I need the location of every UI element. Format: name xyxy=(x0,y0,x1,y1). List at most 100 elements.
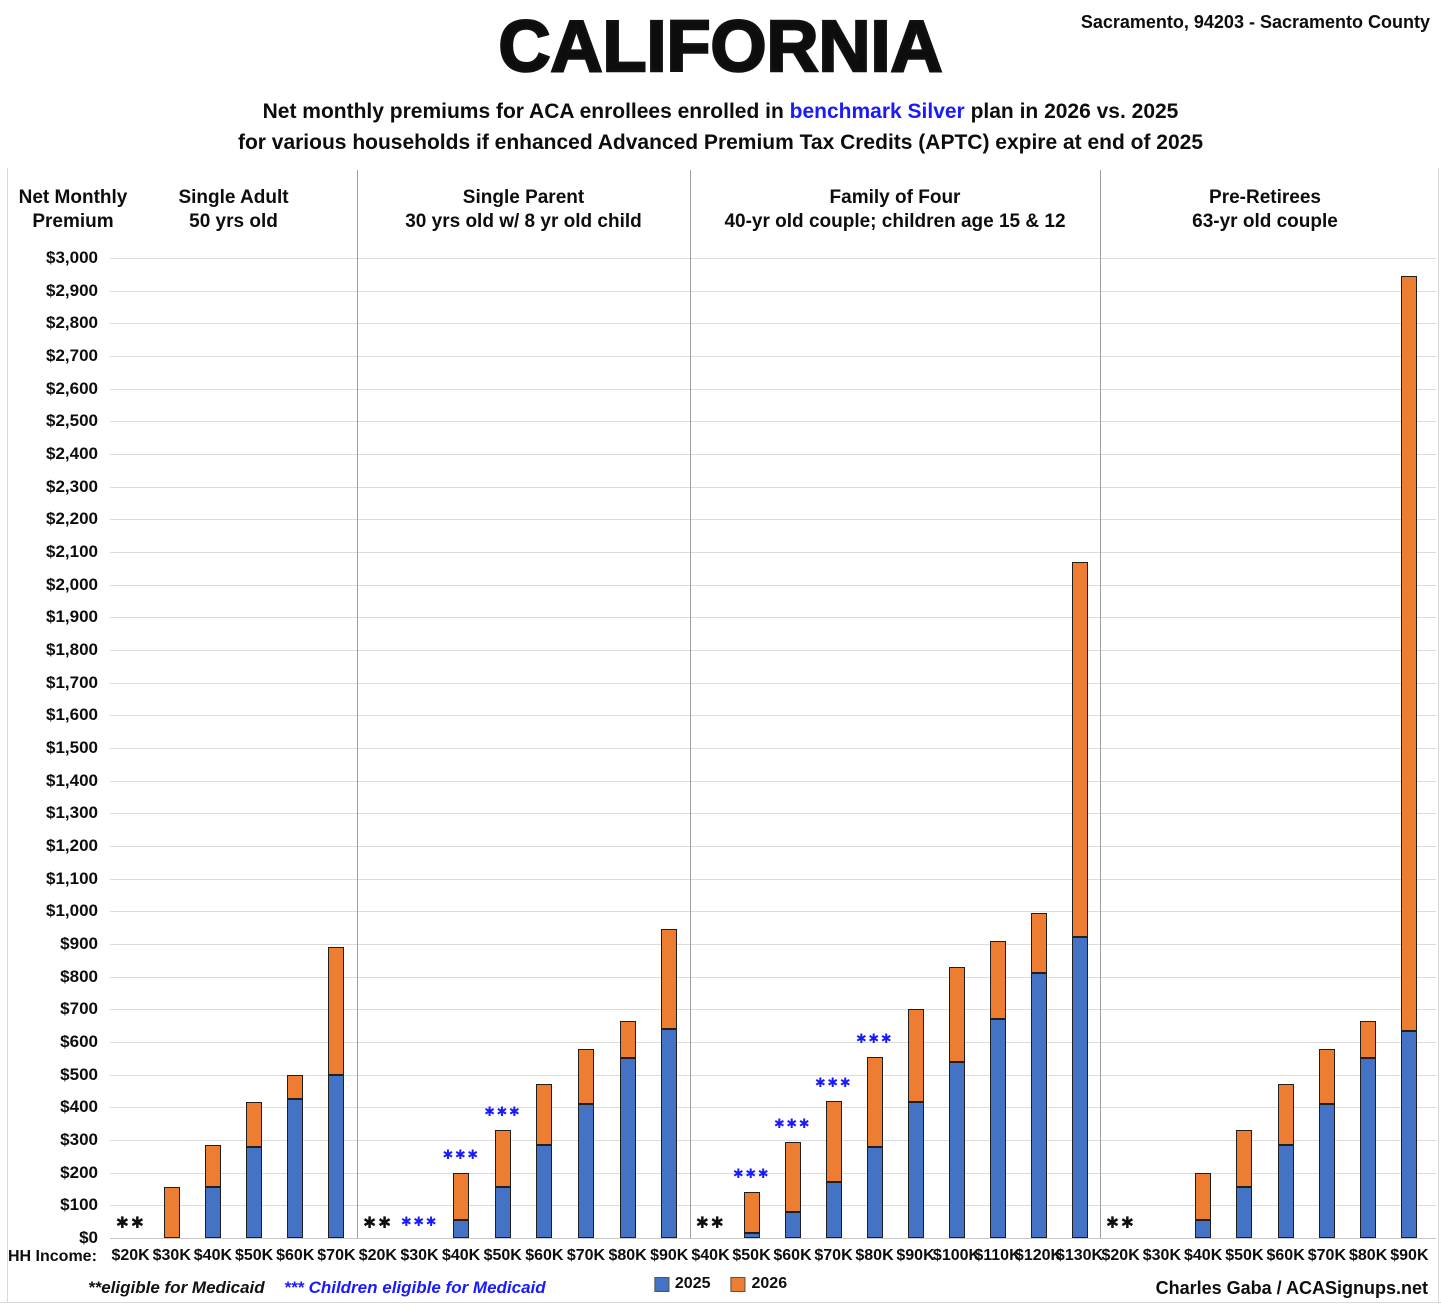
group-header: Family of Four 40-yr old couple; children… xyxy=(690,186,1100,234)
y-tick-label: $1,800 xyxy=(46,640,98,659)
y-tick-label: $1,000 xyxy=(46,901,98,921)
x-tick-label: $70K xyxy=(317,1247,356,1264)
x-tick-label: $40K xyxy=(441,1247,481,1264)
y-tick-label: $200 xyxy=(60,1162,98,1182)
gridline xyxy=(110,290,1436,292)
bar-2026-increase xyxy=(907,1009,924,1103)
group-subtitle: 63-yr old couple xyxy=(1192,211,1338,232)
y-tick-label: $2,900 xyxy=(46,280,98,300)
legend-swatch-2025 xyxy=(653,1276,669,1292)
x-tick-label: $30K xyxy=(152,1247,191,1264)
group-header: Pre-Retirees 63-yr old couple xyxy=(1100,186,1430,234)
x-tick-label: $50K xyxy=(1225,1247,1264,1264)
x-axis-title: HH Income: xyxy=(8,1248,97,1265)
group-header: Single Parent 30 yrs old w/ 8 yr old chil… xyxy=(357,186,690,234)
gridline xyxy=(110,715,1436,717)
bar-2026-increase xyxy=(494,1130,511,1188)
gridline xyxy=(110,421,1436,423)
y-tick-label: $400 xyxy=(60,1097,98,1117)
bar-2026-increase xyxy=(287,1074,304,1100)
gridline xyxy=(110,780,1436,782)
bar-2026-increase xyxy=(948,966,965,1062)
y-tick-label: $1,100 xyxy=(46,868,98,888)
bar-2026-increase xyxy=(825,1100,842,1183)
bar-2025 xyxy=(1071,937,1088,1238)
bar-2026-increase xyxy=(1071,561,1088,938)
subtitle-prefix: Net monthly premiums for ACA enrollees e… xyxy=(262,100,790,123)
bar-2025 xyxy=(619,1058,636,1238)
medicaid-note: ✱✱ xyxy=(115,1213,146,1232)
bar-2025 xyxy=(328,1074,345,1238)
medicaid-note: ✱✱ xyxy=(362,1213,393,1232)
group-divider xyxy=(357,170,358,1238)
bar-2026-increase xyxy=(1195,1172,1212,1221)
y-tick-label: $2,300 xyxy=(46,476,98,496)
gridline xyxy=(110,944,1436,945)
bar-2026-increase xyxy=(1236,1130,1253,1188)
y-tick-label: $1,200 xyxy=(46,836,98,855)
y-tick-label: $2,600 xyxy=(46,378,98,398)
border-bottom xyxy=(0,1302,1441,1303)
subtitle-line-2: for various households if enhanced Advan… xyxy=(237,131,1204,154)
x-tick-label: $40K xyxy=(193,1247,233,1264)
x-tick-label: $30K xyxy=(400,1247,439,1264)
bar-2025 xyxy=(825,1182,842,1238)
x-tick-label: $90K xyxy=(1390,1247,1429,1264)
bar-2026-increase xyxy=(784,1141,801,1212)
group-divider xyxy=(1100,170,1101,1238)
x-tick-label: $50K xyxy=(732,1247,771,1264)
bar-2025 xyxy=(661,1028,678,1238)
y-tick-label: $1,700 xyxy=(46,672,98,692)
gridline xyxy=(110,911,1436,913)
gridline xyxy=(110,1009,1436,1011)
bar-2025 xyxy=(1360,1058,1377,1238)
group-subtitle: 30 yrs old w/ 8 yr old child xyxy=(405,211,642,232)
x-tick-label: $60K xyxy=(525,1247,564,1264)
bar-2026-increase xyxy=(204,1144,221,1188)
bar-2025 xyxy=(453,1220,470,1238)
y-tick-label: $2,400 xyxy=(46,444,98,463)
y-tick-label: $1,500 xyxy=(46,738,98,757)
children-medicaid-note: ✱✱✱ xyxy=(814,1075,853,1091)
y-tick-label: $1,400 xyxy=(46,770,98,790)
y-tick-label: $3,000 xyxy=(46,248,98,267)
x-tick-label: $70K xyxy=(1307,1247,1346,1264)
x-tick-label: $90K xyxy=(650,1247,689,1264)
y-tick-label: $1,300 xyxy=(46,803,98,823)
x-tick-label: $80K xyxy=(855,1247,894,1264)
bar-2026-increase xyxy=(661,929,678,1029)
legend-label: 2025 xyxy=(674,1275,711,1292)
bar-2025 xyxy=(784,1211,801,1238)
medicaid-note: ✱✱ xyxy=(1105,1213,1136,1232)
x-tick-label: $70K xyxy=(566,1247,606,1264)
border-left xyxy=(7,168,8,1302)
y-axis-title-line1: Net Monthly xyxy=(18,187,128,208)
y-tick-label: $700 xyxy=(60,999,98,1019)
children-medicaid-note: ✱✱✱ xyxy=(442,1147,480,1163)
x-tick-label: $20K xyxy=(358,1247,397,1264)
legend-label: 2026 xyxy=(751,1275,788,1292)
x-tick-label: $90K xyxy=(896,1247,935,1264)
bar-2026-increase xyxy=(577,1048,594,1105)
bar-2025 xyxy=(1030,973,1047,1238)
credit-label: Charles Gaba / ACASignups.net xyxy=(1155,1278,1428,1298)
x-tick-label: $20K xyxy=(1101,1247,1140,1264)
bar-2025 xyxy=(536,1144,553,1238)
x-tick-label: $80K xyxy=(1349,1247,1388,1264)
x-tick-label: $110K xyxy=(974,1247,1021,1264)
gridline xyxy=(110,356,1436,357)
page-title: CALIFORNIA xyxy=(497,6,943,89)
bar-2026-increase xyxy=(163,1187,180,1238)
bar-2026-increase xyxy=(619,1020,636,1059)
y-tick-label: $2,800 xyxy=(46,313,98,333)
gridline xyxy=(110,1140,1436,1141)
bar-2025 xyxy=(246,1146,263,1238)
legend: 2025 2026 xyxy=(653,1275,788,1293)
gridline xyxy=(110,1172,1436,1174)
bar-2026-increase xyxy=(328,947,345,1075)
group-title: Single Adult xyxy=(178,187,289,208)
gridline xyxy=(110,584,1436,586)
bar-2025 xyxy=(948,1061,965,1238)
gridline xyxy=(110,1107,1436,1109)
y-tick-label: $1,900 xyxy=(46,607,98,627)
